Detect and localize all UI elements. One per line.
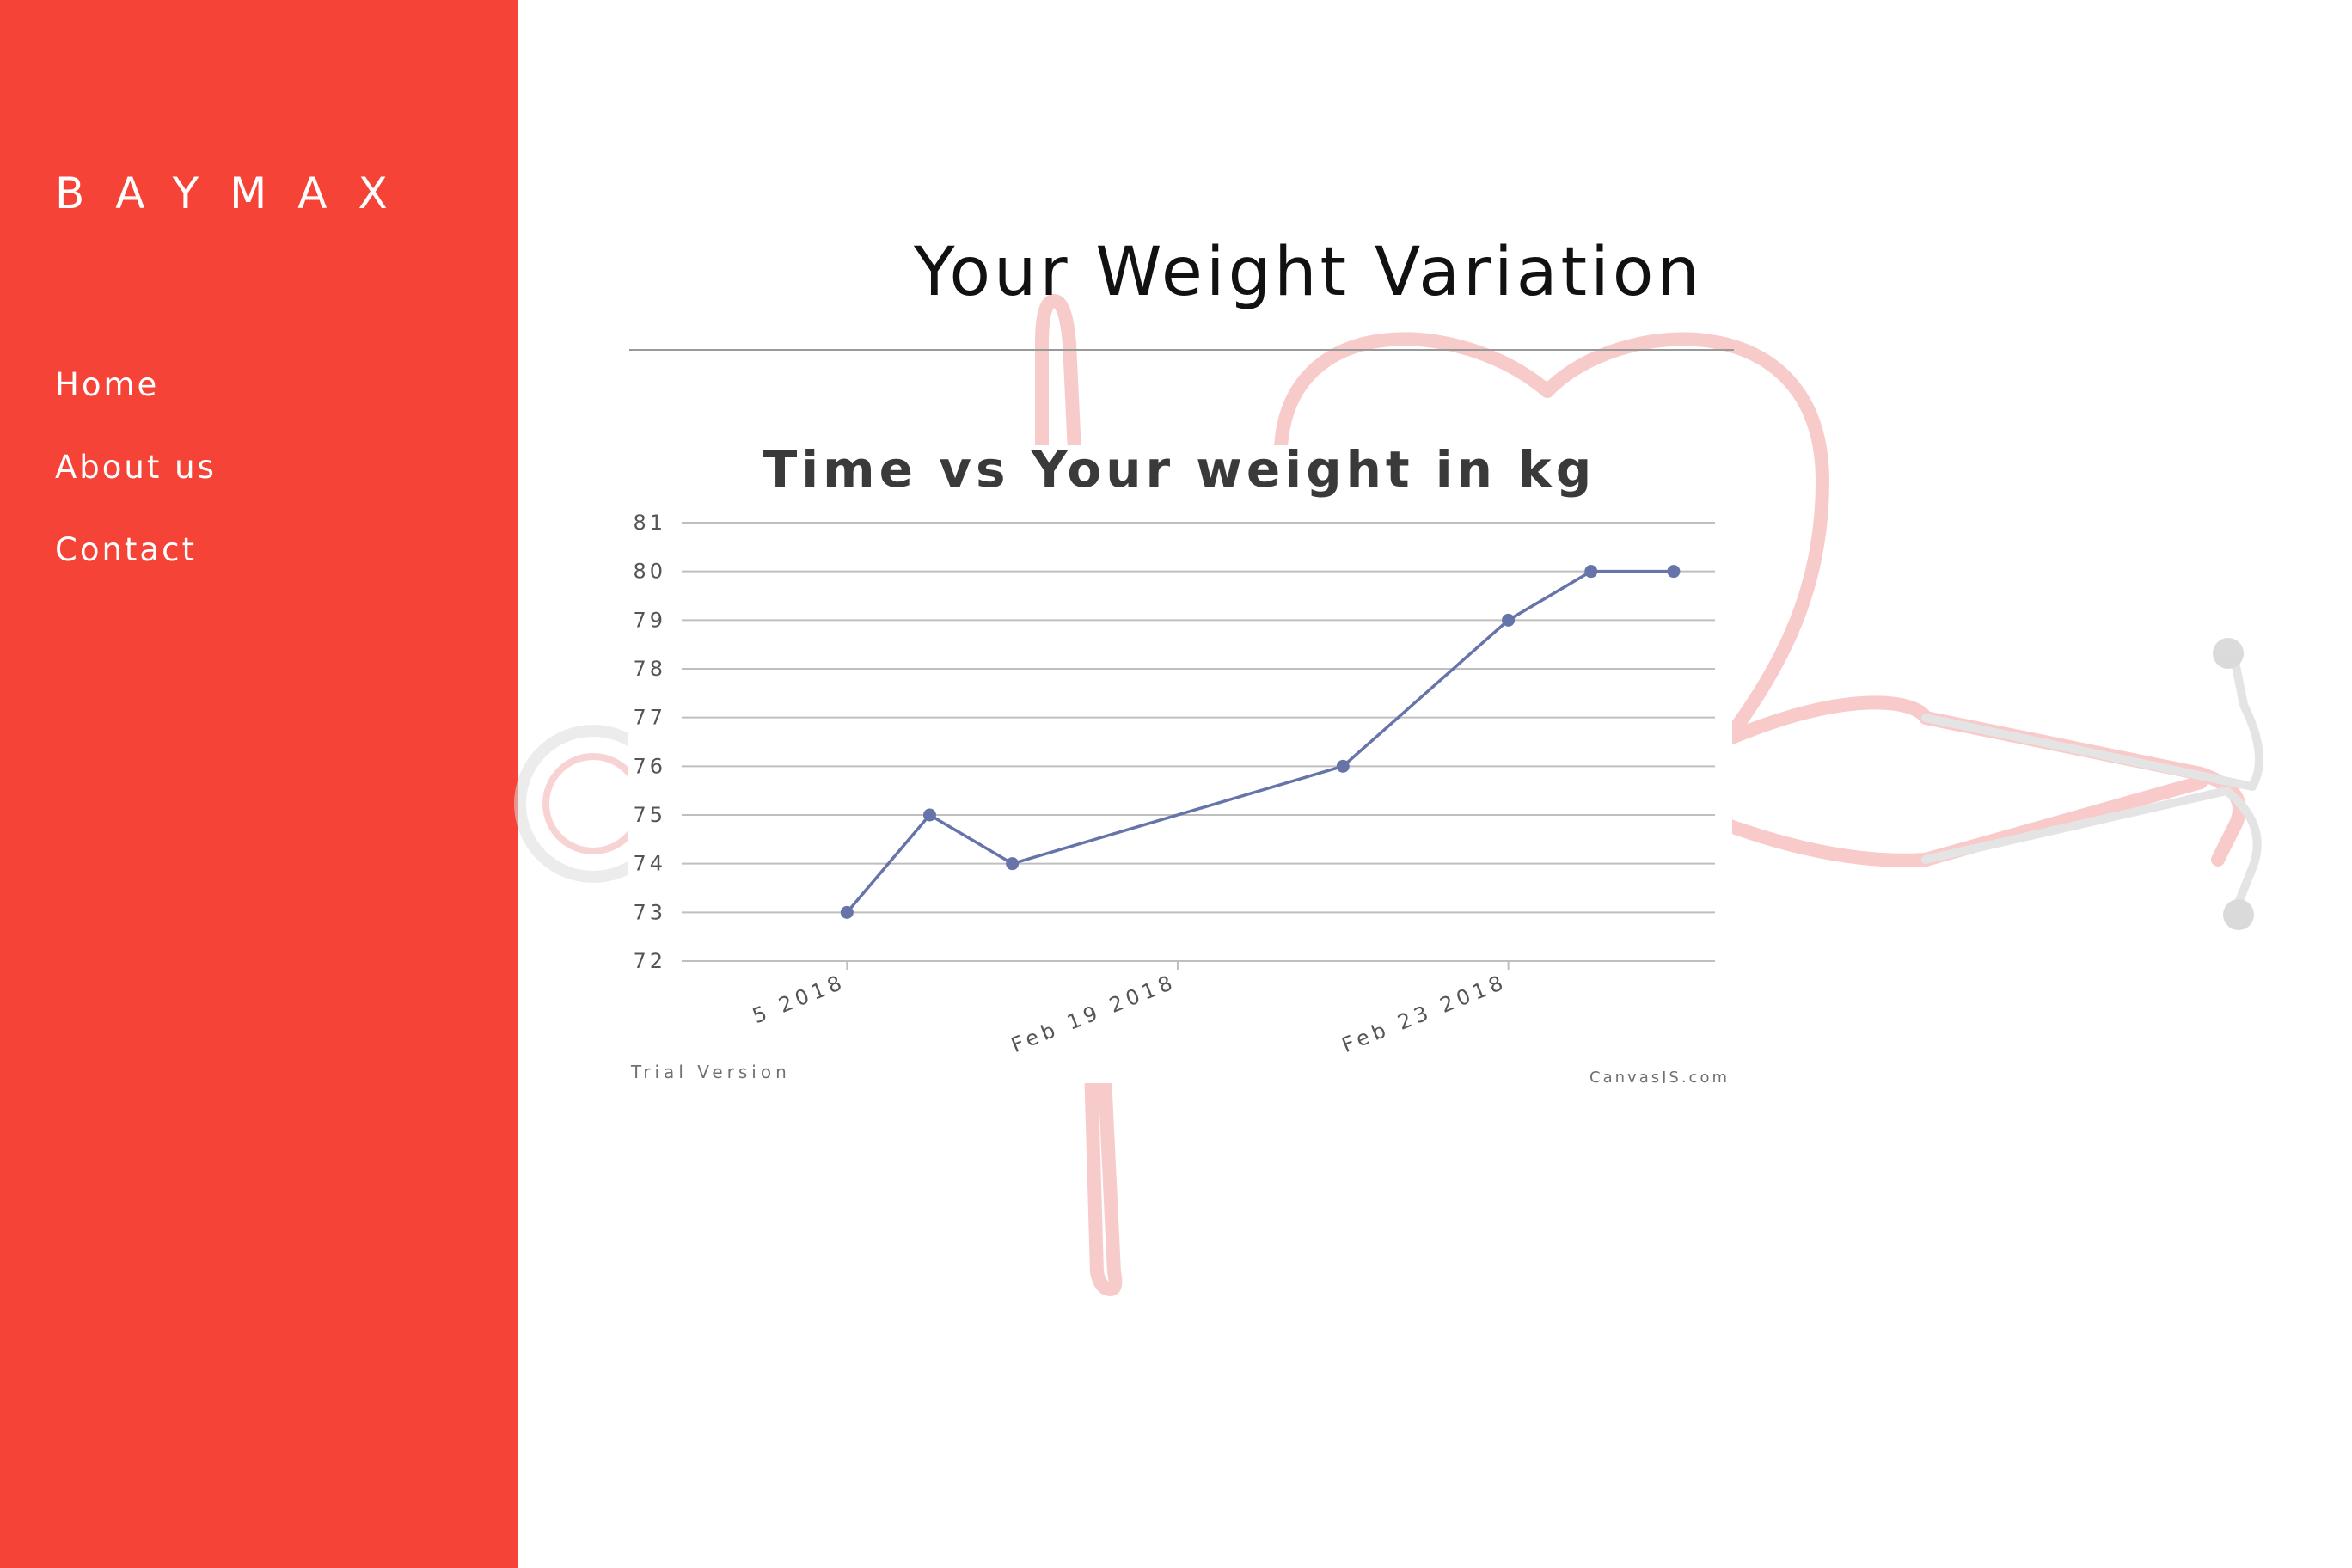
y-axis-ticks: 72 73 74 75 76 77 78 79 80 81 [633, 511, 666, 973]
data-point[interactable] [1584, 565, 1598, 579]
x-tick-label: Feb 23 2018 [1338, 970, 1510, 1058]
series-weight [840, 565, 1681, 919]
watermark-canvasjs[interactable]: CanvasJS.com [1589, 1069, 1730, 1087]
y-tick-label: 72 [633, 949, 666, 973]
data-point[interactable] [1006, 857, 1020, 871]
x-axis-ticks: 5 2018 Feb 19 2018 Feb 23 2018 [749, 961, 1510, 1057]
page-title: Your Weight Variation [914, 234, 1703, 312]
y-tick-label: 77 [633, 706, 666, 730]
weight-chart: Time vs Your weight in kg 72 73 74 75 76 77 78… [628, 440, 1732, 1087]
series-line [845, 569, 1674, 914]
data-point[interactable] [1336, 759, 1350, 773]
data-point[interactable] [922, 808, 936, 822]
data-point[interactable] [1667, 565, 1681, 579]
brand-logo[interactable]: BAYMAX [55, 168, 419, 218]
weight-line-chart: Time vs Your weight in kg 72 73 74 75 76 77 78… [630, 440, 1730, 1087]
nav-item-about-us[interactable]: About us [55, 449, 217, 486]
y-tick-label: 73 [633, 900, 666, 924]
y-tick-label: 79 [633, 608, 666, 632]
sidebar: BAYMAX Home About us Contact [0, 0, 518, 1568]
y-tick-label: 78 [633, 657, 666, 681]
main-content: Your Weight Variation [518, 0, 2352, 1568]
y-tick-label: 80 [633, 560, 666, 584]
y-tick-label: 74 [633, 852, 666, 876]
y-tick-label: 81 [633, 511, 666, 535]
title-divider [629, 349, 1734, 351]
nav-item-contact[interactable]: Contact [55, 531, 197, 568]
nav-item-home[interactable]: Home [55, 366, 160, 403]
data-point[interactable] [1502, 613, 1516, 627]
y-tick-label: 76 [633, 754, 666, 778]
data-point[interactable] [840, 905, 854, 919]
chart-grid [682, 522, 1715, 962]
watermark-trial-version: Trial Version [630, 1062, 791, 1082]
x-tick-label: Feb 19 2018 [1008, 970, 1179, 1058]
y-tick-label: 75 [633, 803, 666, 827]
x-tick-label: 5 2018 [749, 970, 848, 1029]
chart-title: Time vs Your weight in kg [763, 445, 1596, 499]
main-nav: Home About us Contact [55, 344, 217, 591]
